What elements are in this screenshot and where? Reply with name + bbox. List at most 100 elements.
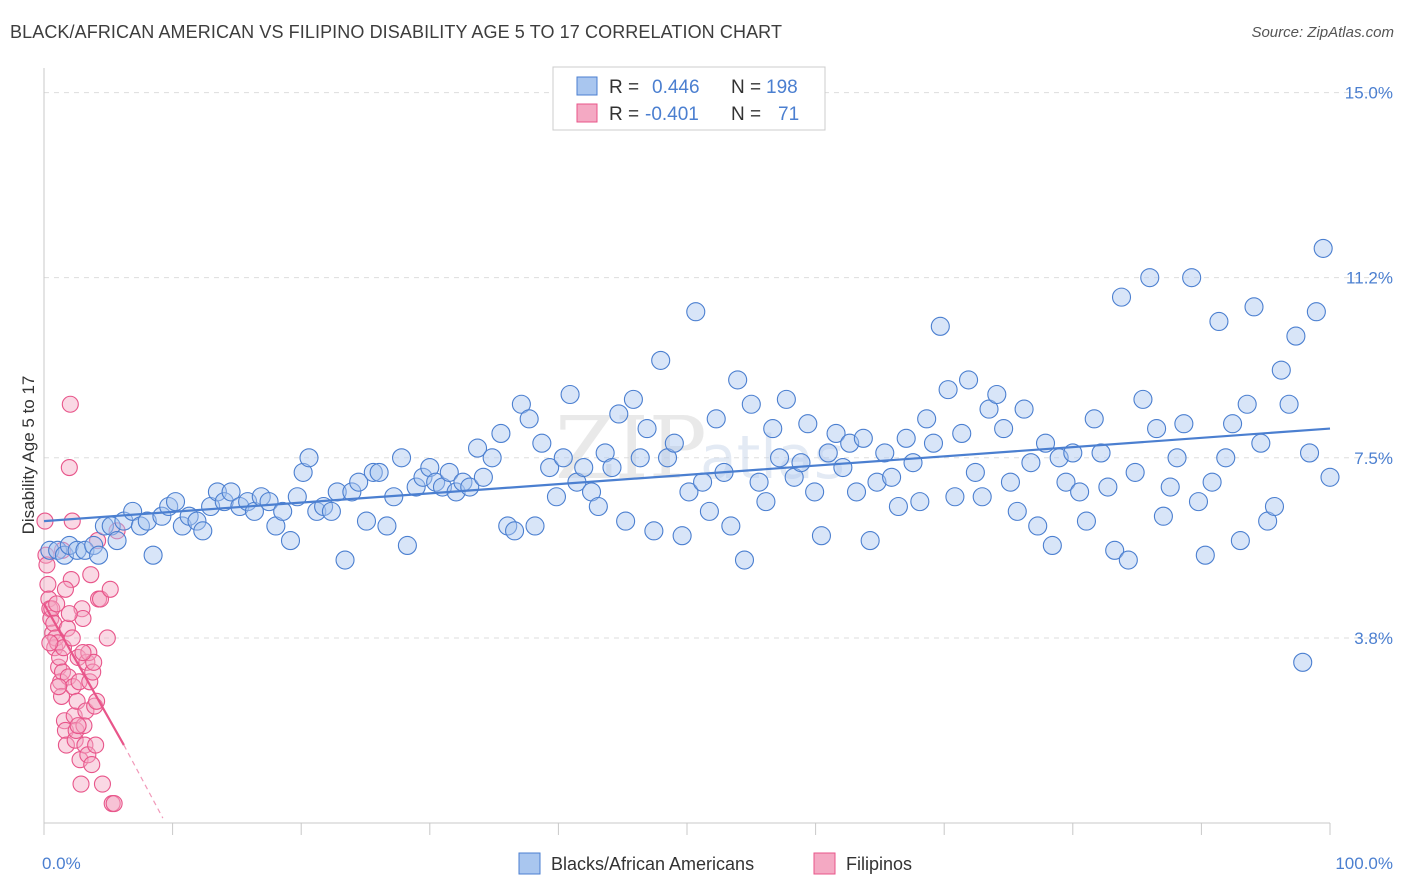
blacks-point-76 (574, 457, 594, 478)
blacks-point-139 (1014, 399, 1034, 419)
blacks-point-89 (664, 433, 684, 453)
blacks-point-119 (875, 443, 895, 463)
blacks-point-24 (207, 482, 227, 502)
blacks-point-80 (602, 457, 622, 478)
blacks-point-35 (287, 487, 307, 507)
filipinos-point-25 (60, 458, 78, 477)
blacks-point-172 (1244, 297, 1264, 317)
tick-labels: 3.8% 7.5% 11.2% 15.0% 0.0% 100.0% (42, 84, 1393, 873)
blacks-point-157 (1140, 268, 1160, 288)
blacks-point-133 (972, 487, 992, 507)
blacks-point-156 (1133, 389, 1153, 409)
filipinos-point-17 (52, 687, 71, 705)
legend-box: R = 0.446 N = 198 R = -0.401 N = 71 (552, 66, 826, 131)
filipinos-point-2 (38, 556, 56, 574)
legend-r-label-1: R = (609, 77, 639, 98)
legend-n-value-1: 198 (766, 77, 798, 98)
bottom-legend-swatch-blue (518, 852, 541, 875)
blacks-point-61 (467, 438, 488, 458)
blacks-point-173 (1251, 433, 1271, 453)
blacks-point-128 (938, 380, 958, 400)
blacks-point-81 (609, 404, 629, 424)
blacks-point-98 (728, 370, 748, 390)
blacks-point-129 (945, 487, 965, 507)
blacks-point-90 (672, 526, 692, 546)
blacks-point-101 (749, 472, 769, 492)
blacks-point-148 (1076, 511, 1096, 531)
blacks-point-107 (791, 453, 811, 473)
blacks-point-72 (546, 487, 567, 507)
blacks-point-130 (952, 423, 972, 444)
blacks-point-47 (369, 462, 389, 482)
filipinos-point-15 (51, 648, 69, 666)
blacks-point-37 (299, 448, 319, 468)
blacks-point-179 (1293, 652, 1313, 672)
blacks-point-18 (165, 492, 186, 512)
grid-lines (44, 92, 1392, 639)
blacks-point-138 (1007, 501, 1027, 521)
blacks-point-158 (1147, 419, 1167, 439)
blacks-point-118 (867, 472, 887, 492)
filipinos-point-22 (57, 736, 75, 754)
trend-line-filipinos (43, 603, 125, 746)
legend-r-label-2: R = (609, 104, 639, 125)
legend-n-label-1: N = (731, 77, 761, 98)
blacks-point-125 (917, 409, 937, 429)
bottom-legend-swatch-pink (813, 852, 836, 875)
blacks-point-108 (798, 414, 818, 434)
blacks-point-42 (335, 550, 355, 570)
filipinos-point-64 (50, 678, 68, 696)
legend-n-value-2: 71 (778, 104, 799, 125)
blacks-point-92 (686, 302, 706, 322)
filipinos-point-45 (80, 644, 98, 662)
blacks-point-78 (588, 496, 608, 517)
blacks-point-70 (532, 433, 552, 453)
blacks-point-46 (363, 462, 383, 482)
blacks-point-152 (1105, 540, 1125, 560)
blacks-point-55 (426, 472, 446, 492)
blacks-point-6 (84, 535, 104, 556)
blacks-point-134 (979, 399, 999, 419)
y-tick-label-2: 11.2% (1346, 269, 1393, 288)
series-filipinos (36, 395, 126, 813)
blacks-point-159 (1153, 506, 1173, 526)
blacks-point-43 (342, 482, 362, 502)
blacks-point-181 (1306, 302, 1326, 322)
blacks-point-126 (923, 433, 944, 453)
blacks-point-102 (756, 492, 776, 512)
blacks-point-0 (40, 540, 60, 560)
blacks-point-67 (511, 394, 531, 414)
filipinos-point-58 (98, 629, 116, 647)
blacks-point-143 (1042, 535, 1062, 556)
bottom-legend-label-blue: Blacks/African Americans (551, 854, 754, 874)
filipinos-point-23 (58, 619, 76, 637)
blacks-point-83 (623, 389, 643, 409)
blacks-point-36 (293, 462, 313, 482)
blacks-point-162 (1174, 414, 1194, 434)
blacks-point-164 (1188, 492, 1209, 512)
filipinos-point-48 (83, 756, 101, 774)
y-tick-label-3: 15.0% (1345, 84, 1393, 103)
blacks-point-10 (107, 531, 127, 551)
blacks-point-115 (846, 482, 867, 502)
bottom-legend-label-pink: Filipinos (846, 854, 912, 874)
blacks-point-71 (540, 457, 560, 478)
filipinos-point-42 (77, 702, 95, 720)
blacks-point-169 (1223, 414, 1243, 434)
blacks-point-87 (651, 350, 671, 370)
blacks-point-160 (1160, 477, 1180, 497)
blacks-point-103 (763, 419, 783, 439)
blacks-point-176 (1271, 360, 1291, 380)
blacks-point-25 (214, 492, 234, 512)
blacks-point-45 (356, 511, 377, 531)
blacks-point-65 (498, 516, 518, 536)
blacks-point-82 (616, 511, 636, 531)
blacks-point-109 (805, 482, 825, 502)
blacks-point-52 (406, 477, 426, 497)
blacks-point-95 (706, 409, 726, 429)
blacks-point-19 (172, 516, 192, 536)
filipinos-point-61 (105, 794, 123, 813)
blacks-point-69 (525, 516, 545, 536)
blacks-point-15 (143, 545, 163, 565)
